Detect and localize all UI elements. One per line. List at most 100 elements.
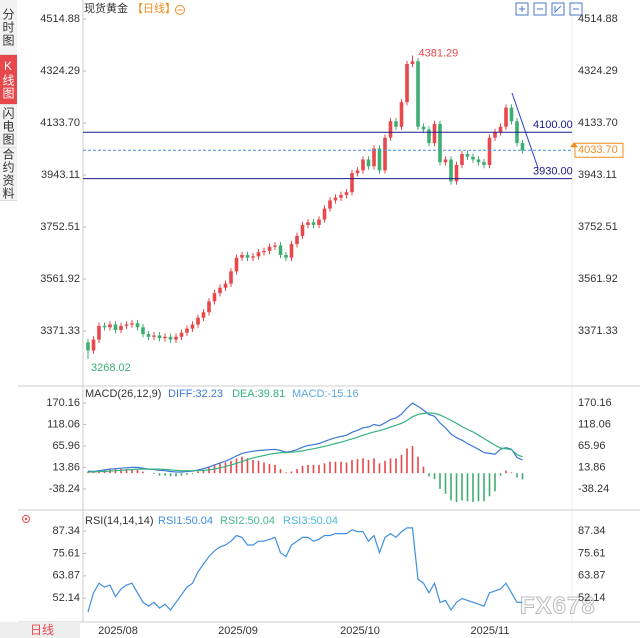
candle-body [350,173,354,193]
sidebar-tab[interactable]: K线图 [0,55,17,105]
macd-bar [329,461,331,474]
y-tick-label-right: 87.34 [578,525,606,537]
candle-body [229,271,233,284]
legend-entry: DIFF:32.23 [168,388,223,400]
y-tick-label: 4324.29 [40,65,80,77]
macd-bar [153,473,155,475]
candle-body [135,323,140,328]
macd-bar [257,460,260,474]
y-tick-label-right: 4324.29 [578,65,618,77]
legend-entry: RSI2:50.04 [220,515,275,527]
candle-body [185,328,189,333]
y-tick-label-right: 3371.33 [578,325,618,337]
price-line-label: 3930.00 [533,165,573,177]
y-tick-label: -38.24 [49,483,80,495]
candle-body [498,126,503,133]
current-price-box [574,142,624,158]
y-tick-label: 65.96 [52,440,80,452]
sidebar-tab[interactable]: 分时图 [0,0,17,55]
candle-body [438,124,442,163]
macd-bar [488,473,491,497]
macd-bar [92,472,95,474]
candle-body [328,200,332,209]
chart-title: 现货黄金 [84,1,128,15]
candle-body [388,121,393,138]
candle-body [487,137,492,165]
macd-bar [241,456,243,474]
macd-bar [466,473,469,502]
candle-body [295,235,299,245]
y-tick-label-right: 75.61 [578,547,606,559]
candle-body [509,107,514,122]
macd-bar [125,469,128,474]
candle-body [300,224,305,236]
candle-body [124,324,129,326]
macd-bar [400,455,403,474]
macd-bar [340,461,342,474]
rsi-line [87,527,523,613]
candle-body [157,335,162,339]
macd-bar [323,463,326,474]
candle-body [322,208,327,220]
sidebar-tab[interactable]: 闪电图 [0,105,17,148]
candle-body [383,137,387,171]
low-label: 3268.02 [91,362,131,374]
y-tick-label: 3752.51 [40,221,80,233]
current-price-marker [570,142,578,148]
candle-body [344,192,349,195]
y-tick-label: 52.14 [52,592,80,604]
toolbar[interactable] [515,2,583,16]
macd-bar [98,471,100,474]
rsi-icon[interactable] [22,515,30,523]
macd-bar [406,448,408,474]
macd-bar [351,459,353,474]
candle-body [130,323,134,325]
candle-body [108,324,112,328]
macd-bar [164,473,166,476]
y-tick-label-right: -38.24 [578,483,609,495]
macd-bar [521,473,524,480]
candle-body [416,61,420,127]
macd-bar [268,464,271,474]
candle-body [245,254,250,258]
candle-body [218,287,222,294]
high-label: 4381.29 [419,47,459,59]
candle-body [91,339,96,351]
candle-body [405,63,409,103]
candle-body [256,252,261,257]
macd-bar [301,465,304,474]
y-tick-label-right: 3752.51 [578,221,618,233]
macd-bar [142,471,144,474]
candle-body [449,159,453,182]
candle-body [399,102,404,127]
candle-body [394,121,398,127]
x-tick-label: 2025/11 [471,625,510,637]
bottom-tab[interactable]: 日线 [0,622,80,638]
macd-bar [131,469,133,474]
candle-body [273,245,277,247]
macd-bar [186,473,188,475]
y-tick-label: 170.16 [46,397,80,409]
macd-bar [202,469,205,474]
candle-body [168,336,173,340]
y-tick-label-right: 13.86 [578,461,606,473]
sidebar-tab[interactable]: 合约资料 [0,148,17,201]
macd-bar [334,461,337,474]
y-tick-label-right: 65.96 [578,440,606,452]
trend-line [511,92,539,169]
candle-body [190,324,195,329]
period-icon[interactable] [175,5,185,15]
candle-body [317,219,321,225]
y-tick-label: 3943.11 [41,169,80,181]
macd-line [88,412,523,473]
candle-body [311,222,316,225]
macd-bar [263,462,265,474]
macd-line [87,402,523,473]
y-tick-label: 13.86 [52,461,80,473]
y-tick-label-right: 4514.88 [578,13,618,25]
macd-bar [516,473,518,478]
candle-body [520,143,525,151]
y-tick-label-right: 63.87 [578,570,606,582]
y-tick-label: 118.06 [47,418,80,430]
